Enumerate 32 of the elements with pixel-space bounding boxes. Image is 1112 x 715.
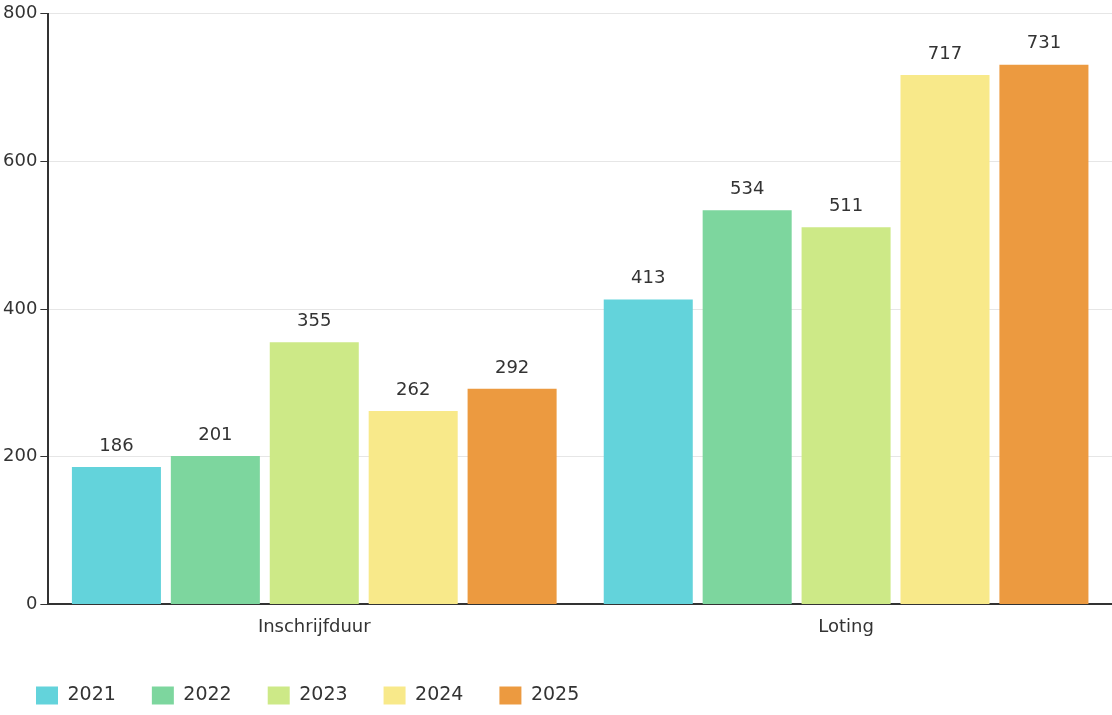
bar [467,388,557,604]
bar [269,342,359,604]
bar [368,410,458,604]
legend-label: 2023 [299,682,348,705]
x-tick-label: Inschrijfduur [257,614,372,636]
bar [801,227,891,604]
legend-label: 2022 [183,682,232,705]
legend-label: 2025 [530,682,580,705]
data-label: 355 [297,308,332,330]
data-label: 731 [1026,31,1062,53]
bar [900,75,990,604]
y-tick-label: 600 [3,149,38,171]
bar [702,210,792,604]
legend-label: 2024 [415,682,464,705]
legend-label: 2021 [67,682,116,705]
data-label: 534 [729,176,765,198]
data-label: 717 [927,41,963,63]
bar [603,299,693,604]
data-label: 186 [99,433,134,455]
x-tick-label: Loting [818,614,874,636]
y-tick-label: 800 [3,1,38,23]
data-label: 262 [396,377,431,399]
data-label: 511 [828,193,864,215]
data-label: 292 [494,355,530,377]
bar [999,64,1089,604]
y-tick-label: 0 [25,592,38,614]
y-tick-label: 200 [3,444,38,466]
y-tick-label: 400 [3,296,38,318]
data-label: 201 [198,422,233,444]
data-label: 413 [631,266,666,288]
bar [71,467,161,604]
bar [170,456,260,604]
